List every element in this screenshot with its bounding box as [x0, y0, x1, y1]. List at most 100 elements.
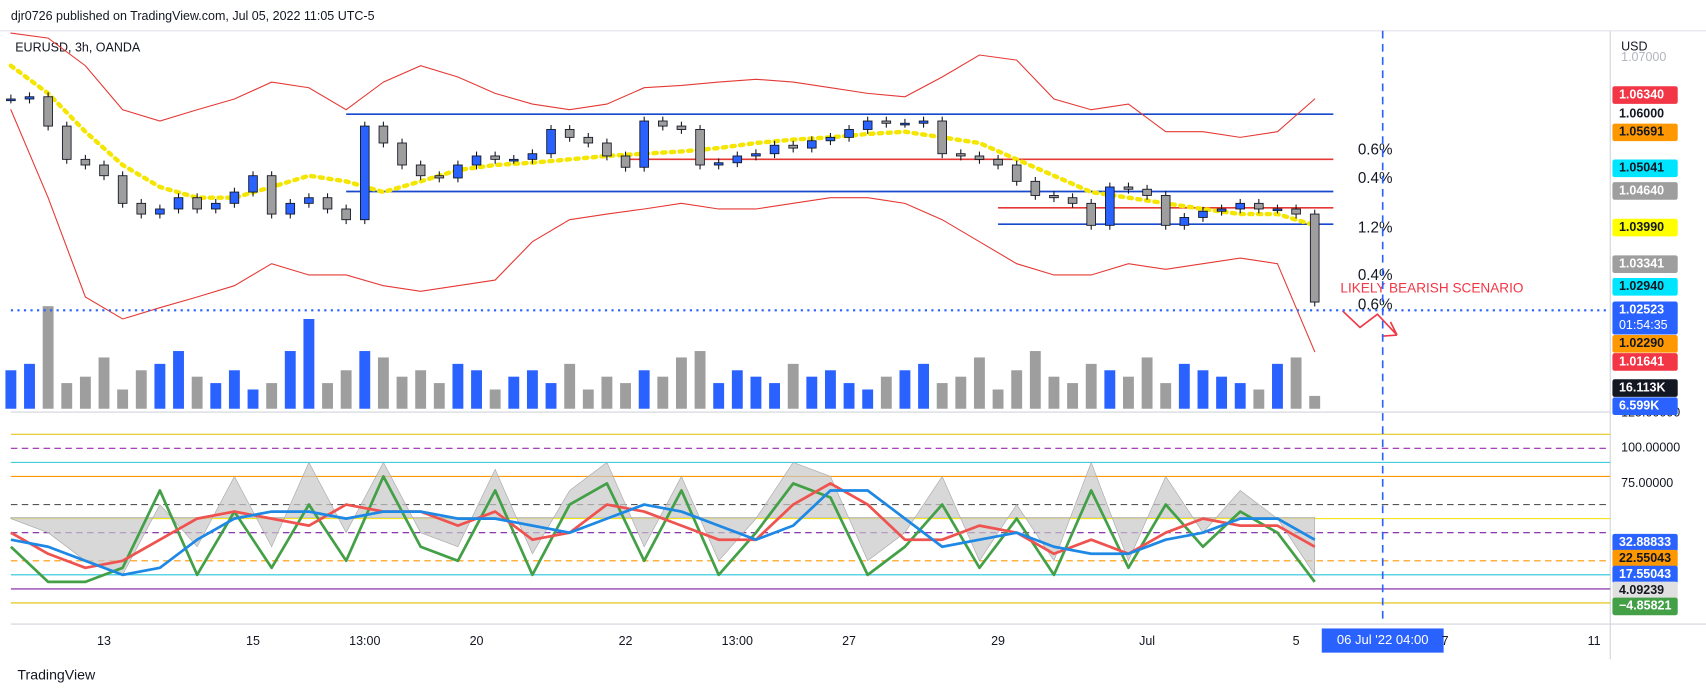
axis-label-bg	[1612, 86, 1678, 104]
volume-bar	[1290, 357, 1302, 409]
x-tick-label: 13:00	[349, 634, 380, 648]
candle-body	[266, 175, 277, 215]
volume-bar	[601, 376, 613, 409]
x-tick-label: 27	[842, 634, 856, 648]
candle-body	[415, 164, 426, 177]
volume-bar	[5, 370, 17, 409]
candle-body	[1105, 186, 1115, 226]
volume-bar	[135, 370, 147, 409]
candle-body	[1123, 186, 1134, 190]
candle-body	[155, 208, 165, 215]
volume-bar	[247, 389, 259, 409]
crosshair-label-bg	[1321, 628, 1444, 653]
candle-body	[490, 155, 500, 160]
percent-label: 0.4%	[1358, 267, 1393, 284]
volume-bar	[806, 376, 818, 409]
candle-body	[564, 129, 575, 138]
volume-bar	[974, 357, 985, 409]
axis-label: −4.85821	[1619, 599, 1672, 613]
candle-body	[1030, 180, 1041, 196]
volume-bar	[918, 363, 930, 409]
candle-body	[881, 120, 892, 124]
axis-label-bg	[1612, 335, 1678, 353]
candle-body	[918, 120, 929, 124]
axis-label-bg	[1612, 278, 1678, 296]
volume-bar	[1234, 383, 1246, 409]
volume-bar	[154, 363, 166, 409]
volume-bar	[675, 357, 687, 409]
volume-bar	[1085, 363, 1097, 409]
candle-body	[1086, 202, 1096, 226]
axis-label: 1.03990	[1619, 220, 1664, 234]
volume-bar	[284, 351, 296, 409]
axis-label-bg	[1612, 379, 1678, 397]
axis-label: 1.06340	[1619, 87, 1664, 101]
candle-body	[192, 197, 202, 210]
volume-bar	[638, 370, 650, 409]
candle-body	[173, 197, 184, 210]
volume-bar	[731, 370, 743, 409]
volume-bar	[1272, 363, 1283, 409]
axis-label-bg	[1612, 581, 1678, 600]
candle-body	[99, 164, 109, 177]
candle-body	[1160, 195, 1171, 226]
volume-bar	[1029, 351, 1041, 409]
percent-label: 0.6%	[1358, 296, 1393, 313]
candle-body	[453, 164, 463, 179]
volume-bar	[210, 383, 222, 409]
volume-bar	[415, 370, 427, 409]
volume-bar	[1178, 363, 1190, 409]
candle-body	[80, 158, 91, 166]
axis-label: 4.09239	[1619, 583, 1664, 597]
axis-label: 6.599K	[1619, 398, 1659, 412]
candle-body	[583, 136, 594, 144]
volume-bar	[1197, 370, 1209, 409]
candle-body	[61, 125, 72, 160]
candle-body	[136, 202, 147, 215]
candle-body	[602, 142, 612, 157]
candle-body	[807, 140, 817, 149]
band-line	[10, 109, 1316, 353]
percent-label: 0.6%	[1358, 142, 1393, 159]
candle-body	[397, 142, 407, 166]
volume-bar	[1309, 395, 1321, 409]
axis-label: 1.01641	[1619, 354, 1664, 368]
y-tick-label: 1.07000	[1621, 50, 1666, 64]
candle-body	[1198, 210, 1208, 218]
candle-body	[304, 197, 314, 204]
candle-body	[676, 125, 687, 130]
volume-bar	[713, 383, 725, 409]
candle-body	[546, 129, 556, 155]
axis-label-bg	[1612, 123, 1678, 142]
volume-bar	[79, 376, 91, 409]
candle-body	[862, 120, 873, 130]
percent-label: 1.2%	[1358, 220, 1393, 237]
volume-bar	[471, 370, 482, 409]
axis-label: 1.04640	[1619, 183, 1664, 197]
x-tick-label: 15	[246, 634, 260, 648]
symbol: EURUSD, 3h, OANDA	[15, 41, 141, 55]
volume-bar	[750, 376, 762, 409]
axis-unit: USD	[1621, 40, 1647, 54]
volume-bar	[526, 370, 538, 409]
header: djr0726 published on TradingView.com, Ju…	[11, 9, 375, 23]
candle-body	[1011, 164, 1022, 182]
axis-label-bg	[1612, 159, 1678, 178]
volume-bar	[824, 370, 836, 409]
volume-bar	[1048, 376, 1060, 409]
candle-body	[993, 158, 1003, 166]
candle-body	[844, 129, 854, 138]
candle-body	[1272, 208, 1283, 212]
band-line	[8, 63, 1317, 228]
candle-body	[620, 155, 631, 168]
axis-label-bg	[1612, 533, 1678, 552]
volume-bar	[359, 351, 371, 409]
band-line	[10, 32, 1316, 138]
candle-body	[1291, 208, 1301, 215]
axis-label: 32.88833	[1619, 535, 1671, 549]
candle-body	[359, 125, 370, 221]
volume-bar	[340, 370, 352, 409]
volume-bar	[545, 383, 557, 409]
percent-label: 0.4%	[1358, 170, 1393, 187]
